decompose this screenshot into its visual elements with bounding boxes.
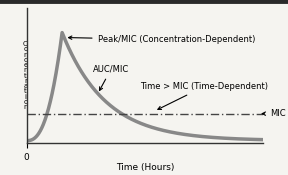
Y-axis label: C
o
n
c
e
n
t
r
a
t
i
o
n: C o n c e n t r a t i o n — [23, 41, 28, 110]
Text: Peak/MIC (Concentration-Dependent): Peak/MIC (Concentration-Dependent) — [69, 36, 255, 44]
Text: AUC/MIC: AUC/MIC — [93, 65, 129, 90]
Text: Time > MIC (Time-Dependent): Time > MIC (Time-Dependent) — [140, 82, 268, 109]
X-axis label: Time (Hours): Time (Hours) — [115, 163, 174, 172]
Text: MIC: MIC — [262, 109, 286, 118]
